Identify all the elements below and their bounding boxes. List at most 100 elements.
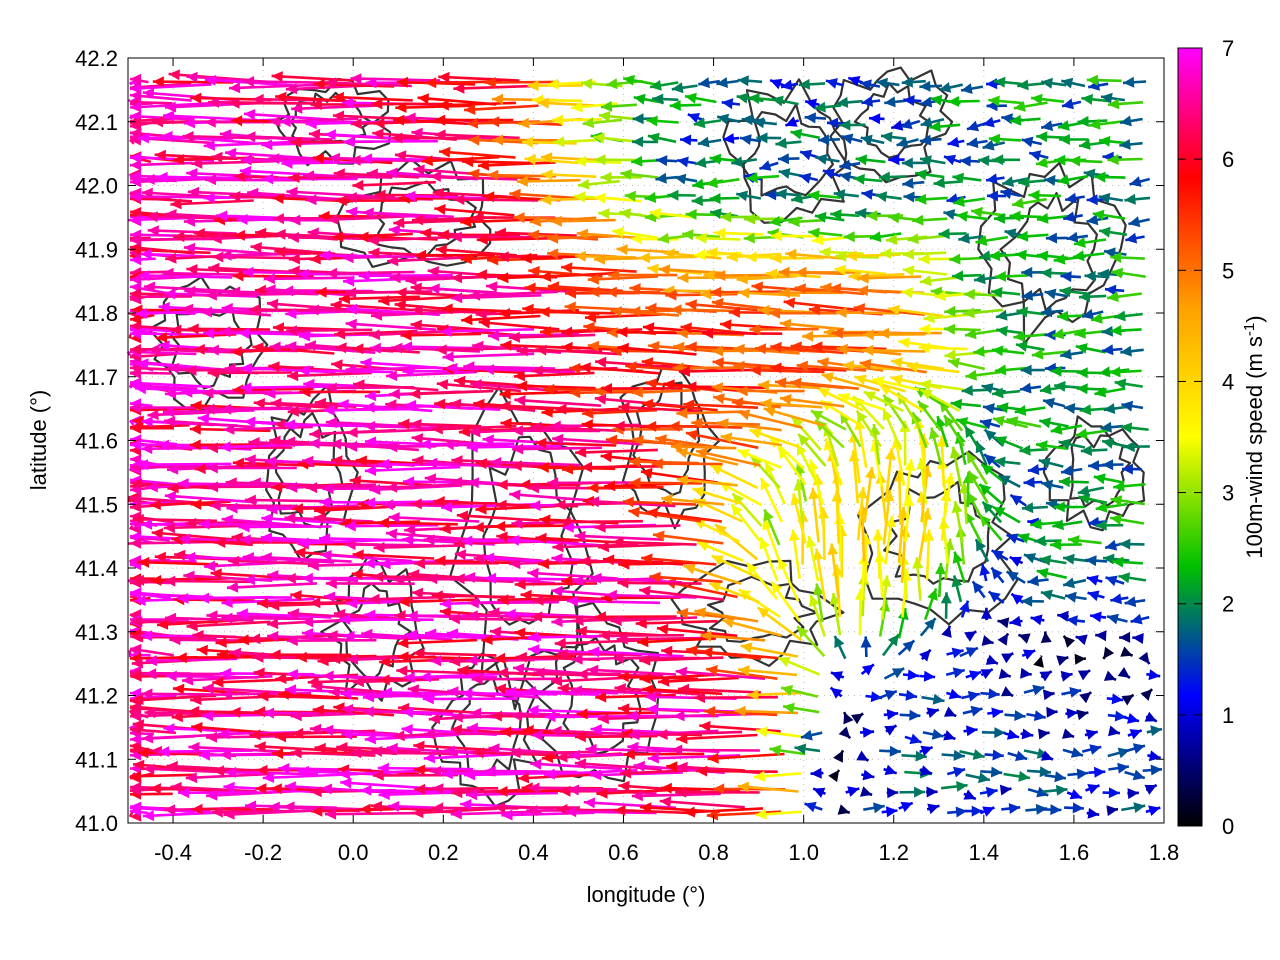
wind-arrow-head [1013, 330, 1025, 342]
wind-arrow-head [906, 361, 919, 373]
wind-arrow [580, 465, 663, 469]
wind-arrow-head [183, 242, 196, 254]
wind-arrow-head [988, 591, 1001, 603]
wind-arrow-head [872, 376, 885, 387]
wind-arrow-head [228, 555, 240, 567]
wind-arrow-head [953, 196, 965, 207]
wind-arrow-head [130, 555, 141, 567]
wind-arrow-head [303, 170, 315, 182]
wind-arrow-head [1065, 591, 1077, 603]
wind-arrow-head [861, 664, 874, 676]
wind-arrow-head [290, 747, 302, 759]
wind-arrow-head [262, 707, 274, 719]
wind-arrow-head [225, 766, 237, 778]
wind-arrow-head [975, 539, 987, 552]
wind-arrow [535, 348, 620, 356]
wind-arrow-head [821, 372, 834, 383]
wind-arrow-head [909, 733, 922, 745]
wind-arrow-head [221, 597, 233, 608]
wind-arrow-head [499, 307, 511, 319]
wind-arrow-head [950, 398, 963, 410]
wind-arrow-head [926, 707, 939, 719]
wind-arrow-head [656, 155, 668, 167]
wind-arrow-head [509, 747, 521, 759]
wind-arrow-head [210, 233, 222, 244]
wind-arrow-head [1095, 501, 1108, 513]
wind-arrow-head [717, 418, 729, 430]
wind-arrow-head [629, 456, 641, 468]
colorbar-tick-label: 4 [1222, 369, 1234, 394]
y-tick-label: 41.3 [75, 620, 118, 645]
wind-arrow-head [269, 649, 281, 661]
wind-arrow-head [412, 214, 424, 226]
wind-arrow-head [1097, 268, 1110, 280]
wind-arrow-head [401, 341, 413, 353]
wind-arrow-head [1103, 403, 1116, 414]
wind-arrow-head [284, 436, 296, 448]
wind-arrow [132, 517, 218, 523]
wind-arrow-head [157, 439, 170, 451]
wind-arrow-head [987, 190, 998, 202]
wind-arrow-head [673, 341, 685, 353]
wind-arrow-head [1069, 155, 1081, 167]
wind-arrow-head [677, 156, 689, 168]
wind-arrow [587, 275, 658, 281]
wind-arrow-head [1063, 403, 1076, 414]
wind-arrow-head [617, 671, 629, 683]
wind-arrow-head [956, 417, 969, 428]
wind-arrow-head [632, 136, 644, 148]
wind-arrow-head [794, 283, 806, 295]
wind-arrow-head [424, 473, 437, 485]
wind-arrow-head [753, 770, 766, 782]
wind-arrow-head [1040, 631, 1052, 643]
wind-arrow-head [350, 747, 362, 759]
wind-arrow-head [749, 324, 761, 335]
wind-arrow-head [963, 307, 975, 319]
wind-arrow-head [1037, 212, 1049, 224]
wind-arrow-head [1082, 308, 1095, 320]
wind-arrow-head [1028, 189, 1040, 201]
wind-arrow-head [978, 772, 990, 784]
wind-arrow-head [612, 536, 624, 548]
wind-arrow-head [941, 625, 952, 638]
wind-arrow-head [1020, 364, 1032, 376]
wind-arrow-head [284, 512, 296, 524]
wind-arrow-head [572, 575, 584, 587]
wind-arrow-head [769, 307, 780, 319]
wind-arrow-head [464, 769, 476, 781]
wind-arrow-head [267, 631, 279, 642]
wind-arrow-head [194, 463, 206, 475]
wind-arrow-head [272, 322, 284, 334]
wind-arrow-head [640, 802, 652, 814]
wind-arrow-head [624, 190, 636, 202]
wind-arrow-head [812, 583, 824, 596]
wind-arrow-head [182, 674, 194, 686]
wind-arrow-head [147, 225, 159, 237]
wind-arrow-head [130, 801, 142, 813]
wind-arrow-head [790, 341, 802, 353]
wind-arrow [677, 687, 762, 694]
wind-arrow [264, 287, 355, 297]
wind-arrow [412, 807, 497, 815]
wind-arrow-head [343, 275, 355, 287]
wind-arrow [346, 428, 434, 435]
wind-arrow-head [745, 251, 757, 263]
wind-arrow-head [975, 441, 986, 454]
wind-arrow-head [948, 357, 960, 369]
wind-arrow-head [887, 634, 899, 647]
wind-arrow [561, 265, 637, 273]
wind-arrow-head [450, 476, 463, 488]
wind-arrow-head [746, 172, 758, 184]
wind-arrow-head [698, 77, 710, 89]
wind-arrow-head [511, 425, 523, 437]
x-tick-label: 0.2 [428, 840, 459, 865]
wind-arrow-head [1079, 692, 1092, 704]
wind-arrow-head [817, 357, 829, 369]
wind-arrow-head [350, 73, 362, 85]
wind-arrow-head [157, 618, 169, 630]
wind-arrow-head [286, 186, 298, 198]
wind-arrow-head [229, 82, 241, 94]
wind-arrow-head [378, 458, 390, 470]
wind-arrow-head [388, 388, 400, 400]
wind-arrow-head [207, 481, 219, 493]
